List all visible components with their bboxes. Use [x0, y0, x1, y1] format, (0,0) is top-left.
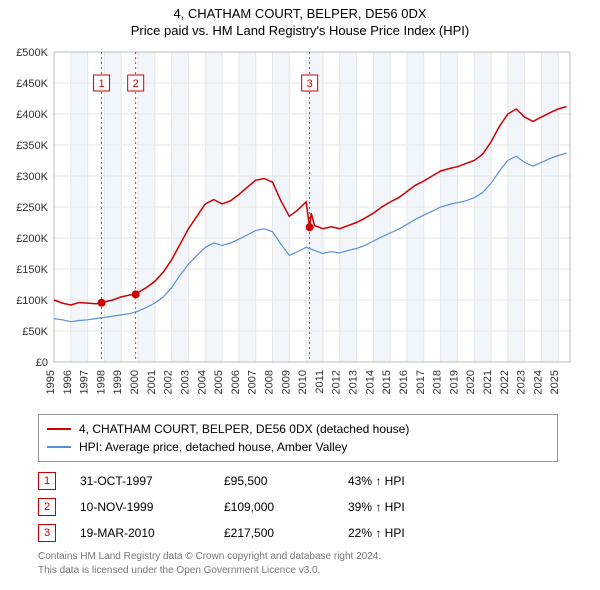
svg-text:£400K: £400K [16, 109, 48, 121]
svg-text:£450K: £450K [16, 78, 48, 90]
svg-text:1: 1 [99, 78, 105, 90]
svg-text:2005: 2005 [213, 370, 225, 394]
svg-text:2004: 2004 [196, 370, 208, 394]
svg-text:2022: 2022 [499, 370, 511, 394]
svg-text:2002: 2002 [163, 370, 175, 394]
svg-text:2021: 2021 [482, 370, 494, 394]
sale-price: £95,500 [224, 474, 324, 488]
legend-swatch [47, 428, 71, 430]
svg-text:£350K: £350K [16, 140, 48, 152]
svg-text:2025: 2025 [549, 370, 561, 394]
svg-text:2000: 2000 [129, 370, 141, 394]
svg-text:2024: 2024 [532, 370, 544, 394]
sale-marker-icon: 2 [38, 498, 56, 516]
svg-text:2006: 2006 [230, 370, 242, 394]
svg-text:2001: 2001 [146, 370, 158, 394]
svg-text:3: 3 [307, 78, 313, 90]
svg-text:2003: 2003 [179, 370, 191, 394]
svg-text:1999: 1999 [112, 370, 124, 394]
sale-date: 10-NOV-1999 [80, 500, 200, 514]
sale-marker-icon: 1 [38, 472, 56, 490]
svg-text:2007: 2007 [247, 370, 259, 394]
sale-date: 19-MAR-2010 [80, 526, 200, 540]
svg-text:2017: 2017 [415, 370, 427, 394]
sale-pct: 43% ↑ HPI [348, 474, 448, 488]
svg-text:2010: 2010 [297, 370, 309, 394]
attribution-footnote: Contains HM Land Registry data © Crown c… [38, 550, 600, 577]
svg-text:£50K: £50K [22, 326, 48, 338]
legend-item: HPI: Average price, detached house, Ambe… [47, 438, 549, 456]
svg-text:£250K: £250K [16, 202, 48, 214]
svg-text:2019: 2019 [448, 370, 460, 394]
sale-pct: 39% ↑ HPI [348, 500, 448, 514]
sale-price: £109,000 [224, 500, 324, 514]
legend-item: 4, CHATHAM COURT, BELPER, DE56 0DX (deta… [47, 420, 549, 438]
svg-text:2015: 2015 [381, 370, 393, 394]
page-subtitle: Price paid vs. HM Land Registry's House … [0, 23, 600, 38]
svg-text:1997: 1997 [79, 370, 91, 394]
svg-text:£300K: £300K [16, 171, 48, 183]
table-row: 3 19-MAR-2010 £217,500 22% ↑ HPI [38, 524, 600, 542]
svg-text:2018: 2018 [432, 370, 444, 394]
chart-legend: 4, CHATHAM COURT, BELPER, DE56 0DX (deta… [38, 414, 558, 462]
svg-text:2: 2 [133, 78, 139, 90]
svg-text:1995: 1995 [45, 370, 57, 394]
svg-text:2011: 2011 [314, 370, 326, 394]
page-title: 4, CHATHAM COURT, BELPER, DE56 0DX [0, 6, 600, 21]
svg-text:2020: 2020 [465, 370, 477, 394]
svg-text:2009: 2009 [280, 370, 292, 394]
svg-text:2013: 2013 [348, 370, 360, 394]
svg-text:£150K: £150K [16, 264, 48, 276]
svg-text:2023: 2023 [516, 370, 528, 394]
legend-swatch [47, 446, 71, 448]
svg-text:£100K: £100K [16, 295, 48, 307]
legend-label: 4, CHATHAM COURT, BELPER, DE56 0DX (deta… [79, 420, 409, 438]
sale-date: 31-OCT-1997 [80, 474, 200, 488]
legend-label: HPI: Average price, detached house, Ambe… [79, 438, 347, 456]
price-chart: 1995 1996 1997 1998 1999 2000 2001 2002 2003 2004… [8, 46, 578, 406]
sales-table: 1 31-OCT-1997 £95,500 43% ↑ HPI 2 10-NOV… [38, 472, 600, 542]
svg-text:1998: 1998 [95, 370, 107, 394]
svg-text:2016: 2016 [398, 370, 410, 394]
table-row: 2 10-NOV-1999 £109,000 39% ↑ HPI [38, 498, 600, 516]
footnote-line: Contains HM Land Registry data © Crown c… [38, 550, 600, 564]
svg-text:2008: 2008 [264, 370, 276, 394]
svg-text:£500K: £500K [16, 47, 48, 59]
table-row: 1 31-OCT-1997 £95,500 43% ↑ HPI [38, 472, 600, 490]
svg-text:2012: 2012 [331, 370, 343, 394]
svg-text:1996: 1996 [62, 370, 74, 394]
footnote-line: This data is licensed under the Open Gov… [38, 564, 600, 578]
sale-marker-icon: 3 [38, 524, 56, 542]
svg-text:£0: £0 [36, 357, 48, 369]
svg-text:£200K: £200K [16, 233, 48, 245]
sale-pct: 22% ↑ HPI [348, 526, 448, 540]
sale-price: £217,500 [224, 526, 324, 540]
svg-text:2014: 2014 [364, 370, 376, 394]
